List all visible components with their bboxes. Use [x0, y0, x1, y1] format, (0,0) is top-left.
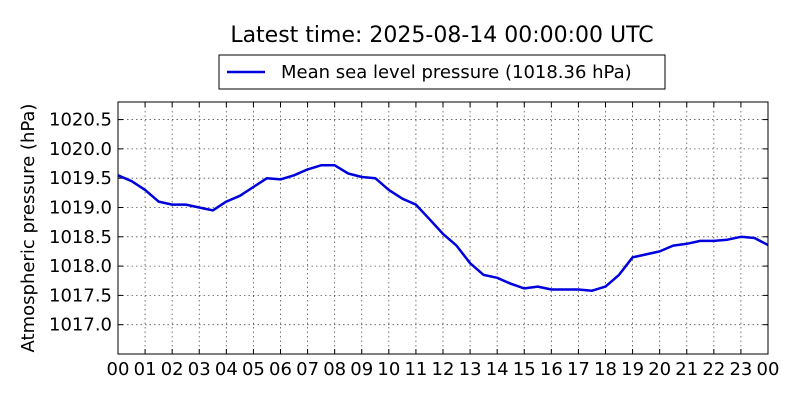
x-tick-label: 08 [323, 359, 346, 380]
x-tick-label: 00 [107, 359, 130, 380]
y-tick-label: 1019.5 [49, 168, 112, 189]
x-tick-label: 20 [648, 359, 671, 380]
x-tick-label: 00 [757, 359, 780, 380]
y-tick-label: 1017.5 [49, 285, 112, 306]
x-tick-label: 07 [296, 359, 319, 380]
x-tick-label: 18 [594, 359, 617, 380]
x-tick-label: 19 [621, 359, 644, 380]
x-tick-label: 02 [161, 359, 184, 380]
y-axis-label: Atmospheric pressure (hPa) [18, 104, 39, 353]
x-tick-label: 05 [242, 359, 265, 380]
chart-title: Latest time: 2025-08-14 00:00:00 UTC [230, 23, 653, 48]
x-tick-label: 22 [702, 359, 725, 380]
y-tick-label: 1019.0 [49, 197, 112, 218]
x-tick-label: 04 [215, 359, 238, 380]
legend-box [218, 54, 666, 90]
x-tick-label: 21 [675, 359, 698, 380]
y-tick-label: 1018.0 [49, 256, 112, 277]
legend-label: Mean sea level pressure (1018.36 hPa) [281, 62, 632, 83]
y-tick-label: 1020.0 [49, 139, 112, 160]
x-tick-label: 17 [567, 359, 590, 380]
x-tick-label: 11 [404, 359, 427, 380]
x-tick-label: 16 [540, 359, 563, 380]
x-tick-label: 10 [377, 359, 400, 380]
legend: Mean sea level pressure (1018.36 hPa) [218, 54, 666, 90]
series-layer [117, 164, 769, 292]
y-tick-label: 1018.5 [49, 227, 112, 248]
x-tick-label: 14 [486, 359, 509, 380]
x-tick-label: 23 [729, 359, 752, 380]
y-tick-label: 1020.5 [49, 110, 112, 131]
x-tick-label: 13 [459, 359, 482, 380]
plot-frame [117, 101, 769, 355]
x-tick-label: 15 [513, 359, 536, 380]
x-tick-label: 06 [269, 359, 292, 380]
pressure-series-line [117, 164, 769, 292]
ticks: 1017.01017.51018.01018.51019.01019.51020… [49, 102, 779, 380]
grid [117, 102, 769, 354]
y-tick-label: 1017.0 [49, 315, 112, 336]
x-tick-label: 09 [350, 359, 373, 380]
x-tick-label: 03 [188, 359, 211, 380]
x-tick-label: 01 [134, 359, 157, 380]
x-tick-label: 12 [432, 359, 455, 380]
